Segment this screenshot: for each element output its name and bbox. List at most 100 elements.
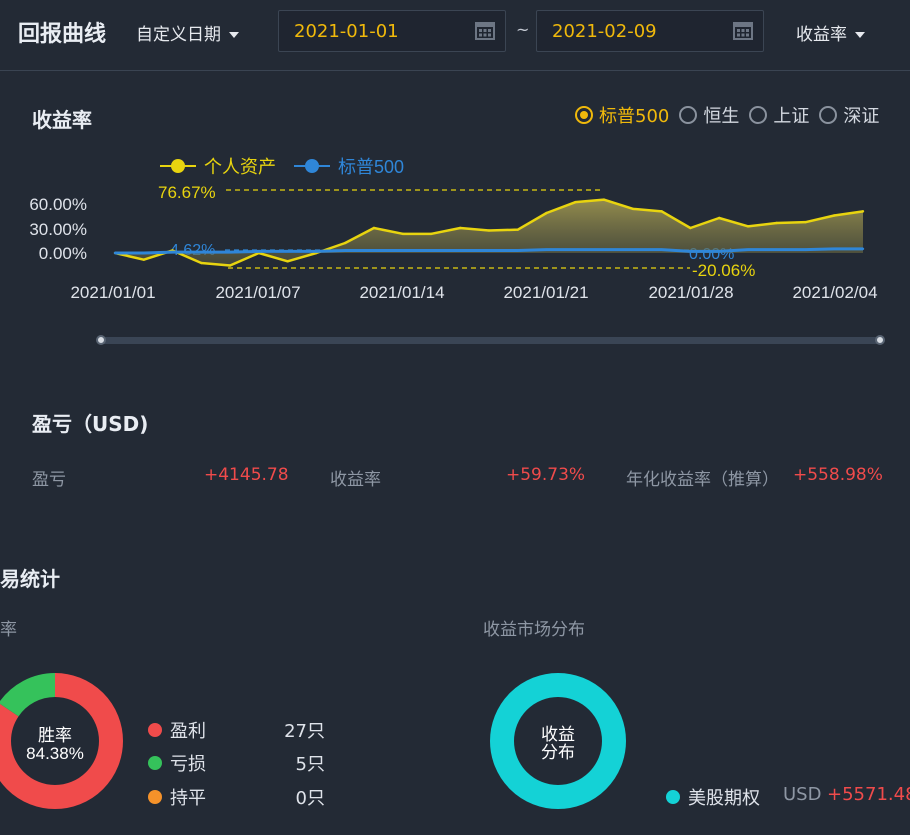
x-tick-label: 2021/01/01 xyxy=(70,283,155,302)
personal-asset-point-19[interactable] xyxy=(660,210,663,213)
market-donut-ring[interactable] xyxy=(490,673,626,809)
legend-marker-personal xyxy=(171,159,185,173)
personal-asset-point-6[interactable] xyxy=(286,260,289,263)
sp500-point-14[interactable] xyxy=(516,249,519,252)
us-options-dot xyxy=(666,790,680,804)
benchmark-radio-label: 标普500 xyxy=(599,106,670,127)
personal-asset-point-4[interactable] xyxy=(228,264,232,267)
win-donut-loss-slice[interactable] xyxy=(0,673,123,809)
market-distribution-title: 收益市场分布 xyxy=(483,620,585,640)
x-tick-label: 2021/01/28 xyxy=(648,283,733,302)
personal-asset-point-8[interactable] xyxy=(343,241,347,245)
personal-asset-point-18[interactable] xyxy=(631,207,635,211)
sp500-point-22[interactable] xyxy=(746,248,750,251)
sp500-point-9[interactable] xyxy=(372,249,376,252)
return-rate-label: 收益率 xyxy=(330,470,381,490)
sp500-point-21[interactable] xyxy=(717,250,721,253)
start-date-input[interactable]: 2021-01-01 xyxy=(278,10,506,52)
period-select[interactable]: 自定义日期 xyxy=(136,20,239,45)
personal-asset-point-15[interactable] xyxy=(545,211,548,215)
annualized-return-value: +558.98% xyxy=(793,465,883,485)
sp500-point-15[interactable] xyxy=(545,248,548,251)
flat-dot xyxy=(148,790,162,804)
legend-us-options[interactable]: 美股期权 xyxy=(666,784,760,810)
personal-asset-point-12[interactable] xyxy=(459,226,462,230)
benchmark-radio-3[interactable]: 深证 xyxy=(819,102,879,128)
return-rate-value: +59.73% xyxy=(506,465,586,485)
personal-asset-point-21[interactable] xyxy=(717,216,721,220)
personal-asset-point-20[interactable] xyxy=(689,226,692,230)
personal-asset-point-26[interactable] xyxy=(861,210,865,213)
pl-value: +4145.78 xyxy=(204,465,289,485)
benchmark-radio-group: 标普500 恒生 上证 深证 xyxy=(575,102,879,128)
date-range-slider[interactable] xyxy=(100,337,880,344)
slider-handle-end[interactable] xyxy=(875,335,885,345)
personal-asset-point-10[interactable] xyxy=(401,232,404,236)
sp500-point-6[interactable] xyxy=(286,250,289,253)
personal-asset-point-16[interactable] xyxy=(574,200,577,204)
sp500-point-18[interactable] xyxy=(631,248,635,251)
slider-handle-start[interactable] xyxy=(96,335,106,345)
loss-count: 5只 xyxy=(295,754,325,775)
end-date-input[interactable]: 2021-02-09 xyxy=(536,10,764,52)
sp500-point-11[interactable] xyxy=(430,249,433,252)
pl-section-title: 盈亏（USD) xyxy=(32,412,149,436)
market-center-line2: 分布 xyxy=(541,743,575,762)
personal-asset-point-22[interactable] xyxy=(746,225,750,228)
personal-asset-point-3[interactable] xyxy=(200,261,203,265)
legend-loss-label: 亏损 xyxy=(170,754,206,775)
legend-us-options-label: 美股期权 xyxy=(688,788,760,809)
legend-flat[interactable]: 持平 xyxy=(148,784,206,810)
sp500-point-8[interactable] xyxy=(343,249,347,252)
sp500-point-13[interactable] xyxy=(487,249,491,252)
benchmark-radio-0[interactable]: 标普500 xyxy=(575,102,669,128)
sp500-point-3[interactable] xyxy=(200,250,203,254)
sp500-point-25[interactable] xyxy=(833,247,836,251)
legend-profit[interactable]: 盈利 xyxy=(148,717,206,743)
us-options-value: +5571.48 xyxy=(827,784,910,805)
calendar-icon[interactable] xyxy=(475,20,495,40)
legend-label-personal[interactable]: 个人资产 xyxy=(204,157,276,177)
personal-asset-point-11[interactable] xyxy=(430,232,433,236)
sp500-point-26[interactable] xyxy=(861,247,865,251)
legend-marker-benchmark xyxy=(305,159,319,173)
market-center-line1: 收益 xyxy=(541,725,575,744)
sp500-point-23[interactable] xyxy=(775,248,778,251)
sp500-point-20[interactable] xyxy=(689,250,692,253)
page-title: 回报曲线 xyxy=(18,22,107,47)
sp500-point-12[interactable] xyxy=(459,249,462,252)
sp500-point-2[interactable] xyxy=(171,250,174,254)
sp500-point-7[interactable] xyxy=(315,250,318,253)
radio-circle-icon xyxy=(575,106,593,124)
calendar-icon[interactable] xyxy=(733,20,753,40)
sp500-point-0[interactable] xyxy=(113,251,117,255)
sp500-point-17[interactable] xyxy=(602,248,606,251)
start-date-value: 2021-01-01 xyxy=(294,21,399,42)
loss-dot xyxy=(148,756,162,770)
sp500-point-10[interactable] xyxy=(401,249,404,252)
metric-select[interactable]: 收益率 xyxy=(796,20,865,45)
top-bar: 回报曲线 自定义日期 2021-01-01 ~ 2021-02-09 收益率 xyxy=(0,0,910,71)
sp500-point-5[interactable] xyxy=(257,250,261,253)
personal-asset-point-14[interactable] xyxy=(516,228,519,231)
benchmark-radio-2[interactable]: 上证 xyxy=(749,102,809,128)
personal-asset-point-9[interactable] xyxy=(372,226,376,230)
benchmark-radio-1[interactable]: 恒生 xyxy=(679,102,739,128)
personal-asset-point-25[interactable] xyxy=(833,214,836,217)
sp500-point-24[interactable] xyxy=(804,248,807,251)
max-annotation: 76.67% xyxy=(158,183,216,202)
profit-count: 27只 xyxy=(284,721,325,742)
legend-loss[interactable]: 亏损 xyxy=(148,750,206,776)
personal-asset-point-23[interactable] xyxy=(775,221,778,225)
personal-asset-point-1[interactable] xyxy=(142,258,145,261)
metric-select-label: 收益率 xyxy=(796,25,847,45)
personal-asset-point-24[interactable] xyxy=(804,220,807,224)
sp500-point-19[interactable] xyxy=(660,248,663,251)
sp500-point-4[interactable] xyxy=(228,250,232,254)
legend-label-benchmark[interactable]: 标普500 xyxy=(338,157,404,177)
sp500-point-1[interactable] xyxy=(142,251,145,255)
personal-asset-point-17[interactable] xyxy=(602,198,606,201)
sp500-point-16[interactable] xyxy=(574,248,577,251)
personal-asset-point-13[interactable] xyxy=(487,229,491,232)
y-tick-label: 60.00% xyxy=(29,195,87,214)
